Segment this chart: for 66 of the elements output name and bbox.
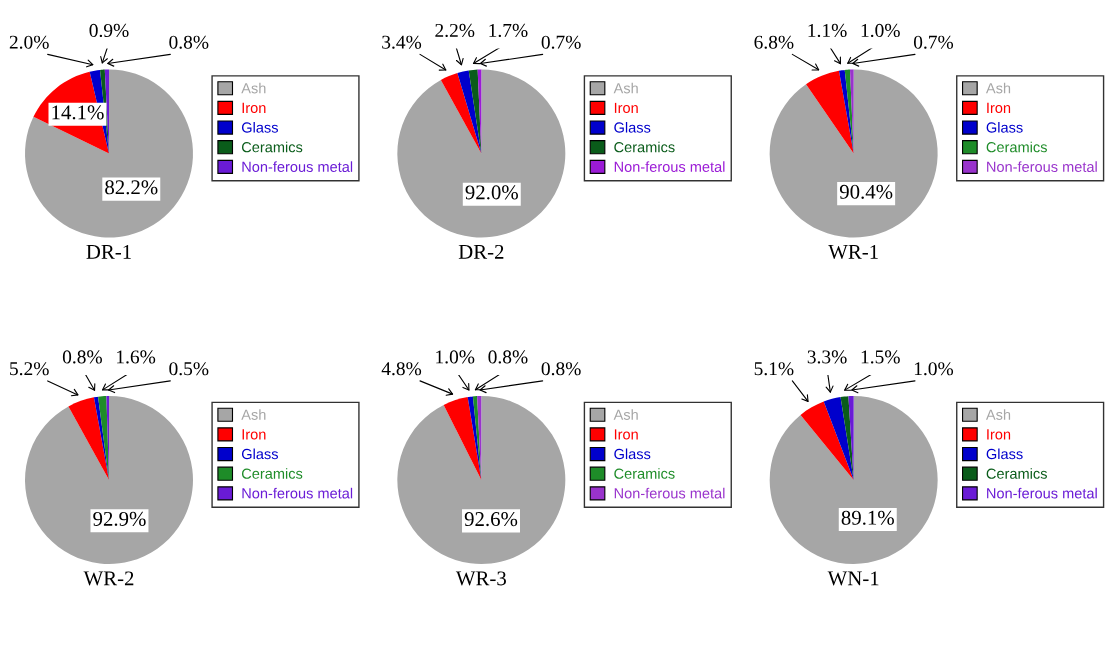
legend-label: Ceramics: [986, 468, 1047, 479]
legend-label: Iron: [987, 102, 1011, 114]
data-label: 2.0%: [9, 35, 49, 49]
data-label: 1.7%: [489, 23, 528, 38]
legend-label: Non-ferous metal: [242, 487, 353, 499]
data-label: 1.0%: [914, 362, 954, 376]
legend-label: Glass: [614, 121, 651, 133]
legend-label: Glass: [986, 448, 1023, 460]
data-label: 0.9%: [89, 23, 129, 38]
data-label: 90.4%: [839, 184, 893, 199]
legend-label: Ash: [613, 82, 638, 94]
legend-label: Non-ferous metal: [614, 161, 725, 172]
legend-label: Iron: [987, 429, 1011, 440]
legend-label: Iron: [614, 102, 638, 114]
legend-label: Iron: [242, 429, 266, 440]
data-label: 1.0%: [861, 23, 900, 38]
data-label: 92.6%: [464, 512, 518, 527]
legend-label: Non-ferous metal: [987, 161, 1097, 172]
text: WR-2: [83, 571, 134, 586]
legend-label: Ceramics: [241, 468, 303, 479]
data-label: 2.2%: [435, 23, 475, 38]
data-label: 1.5%: [861, 350, 900, 364]
text: WN-1: [827, 571, 879, 586]
legend-label: Ash: [985, 409, 1011, 420]
legend-label: Ash: [613, 409, 638, 420]
legend-label: Ceramics: [614, 468, 675, 479]
legend-label: Glass: [241, 121, 278, 133]
data-label: 1.6%: [117, 350, 156, 364]
legend-label: Non-ferous metal: [242, 161, 353, 172]
legend-label: Ceramics: [986, 141, 1047, 153]
legend-label: Non-ferous metal: [614, 487, 725, 499]
data-label: 5.2%: [10, 362, 49, 376]
legend-label: Ash: [241, 82, 266, 94]
data-label: 92.0%: [465, 185, 518, 200]
legend-label: Ash: [985, 82, 1011, 94]
legend-label: Glass: [241, 448, 278, 460]
data-label: 0.8%: [488, 350, 528, 364]
text: WR-3: [455, 571, 506, 586]
legend-label: Glass: [614, 448, 651, 460]
data-label: 3.3%: [807, 350, 847, 364]
data-label: 82.2%: [105, 180, 158, 195]
text: DR-1: [86, 244, 131, 259]
data-label: 0.7%: [913, 35, 954, 49]
data-label: 0.5%: [169, 362, 209, 376]
legend-label: Non-ferous metal: [987, 487, 1097, 499]
data-label: 14.1%: [52, 105, 104, 120]
data-label: 4.8%: [381, 362, 422, 376]
data-label: 89.1%: [841, 510, 894, 525]
data-label: 0.8%: [62, 350, 102, 364]
data-label: 1.0%: [436, 350, 475, 364]
data-label: 0.8%: [541, 362, 581, 376]
legend-label: Ceramics: [241, 141, 303, 153]
data-label: 0.8%: [169, 35, 209, 49]
legend-label: Iron: [242, 102, 266, 114]
data-label: 3.4%: [382, 35, 422, 49]
legend-label: Ash: [241, 409, 266, 420]
data-label: 6.8%: [754, 35, 794, 49]
data-label: 1.1%: [808, 23, 847, 38]
legend-label: Iron: [614, 429, 638, 440]
text: WR-1: [828, 244, 878, 259]
data-label: 0.7%: [541, 35, 581, 49]
legend-label: Ceramics: [614, 141, 675, 153]
legend-label: Glass: [986, 121, 1023, 133]
text: DR-2: [458, 244, 504, 259]
data-label: 92.9%: [93, 511, 146, 526]
data-label: 5.1%: [754, 362, 794, 376]
